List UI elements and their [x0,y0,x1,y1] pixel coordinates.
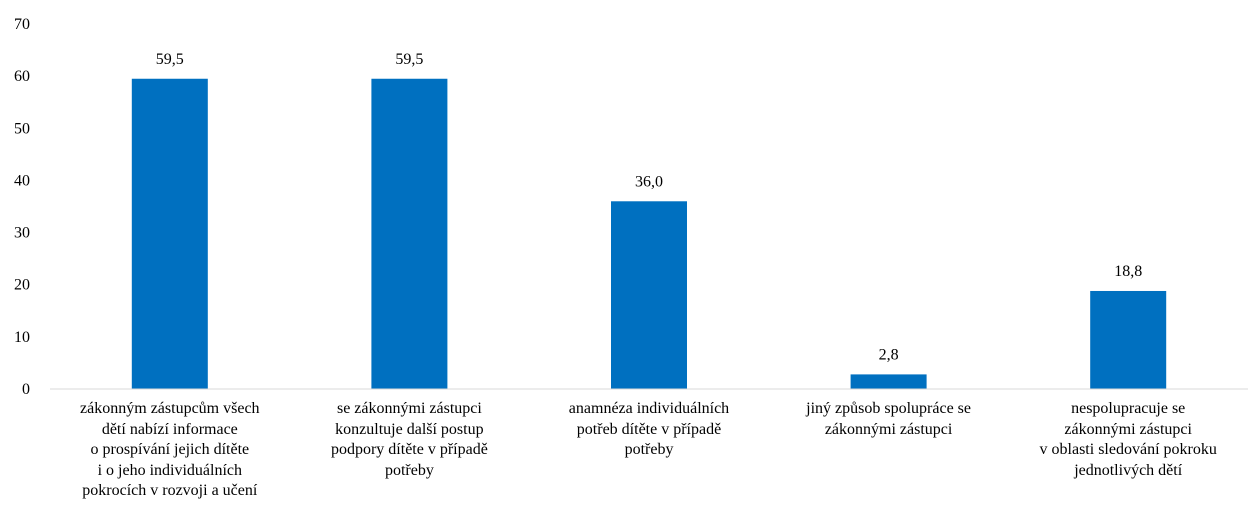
y-tick-label: 50 [14,120,30,137]
x-category-label: zákonným zástupcům všech dětí nabízí inf… [50,399,290,502]
bar-value-label: 36,0 [635,173,663,190]
bar [851,374,927,389]
x-category-label: nespolupracuje se zákonnými zástupci v o… [1008,399,1248,481]
bar-value-label: 18,8 [1114,263,1142,280]
y-tick-label: 70 [14,16,30,33]
y-tick-label: 30 [14,225,30,242]
bar-value-label: 59,5 [156,51,184,68]
bar-value-label: 59,5 [395,51,423,68]
y-tick-label: 60 [14,68,30,85]
x-category-label: jiný způsob spolupráce se zákonnými zást… [769,399,1009,440]
y-tick-label: 0 [22,381,30,398]
bar [1090,291,1166,389]
bar [371,79,447,389]
bar [132,79,208,389]
y-tick-label: 10 [14,329,30,346]
bar [611,201,687,389]
bars [132,79,1166,389]
y-axis-ticks: 0 10 20 30 40 50 60 70 [14,16,30,398]
x-category-label: anamnéza individuálních potřeb dítěte v … [529,399,769,461]
bar-value-label: 2,8 [879,346,899,363]
y-tick-label: 20 [14,277,30,294]
x-category-label: se zákonnými zástupci konzultuje další p… [289,399,529,481]
y-tick-label: 40 [14,172,30,189]
